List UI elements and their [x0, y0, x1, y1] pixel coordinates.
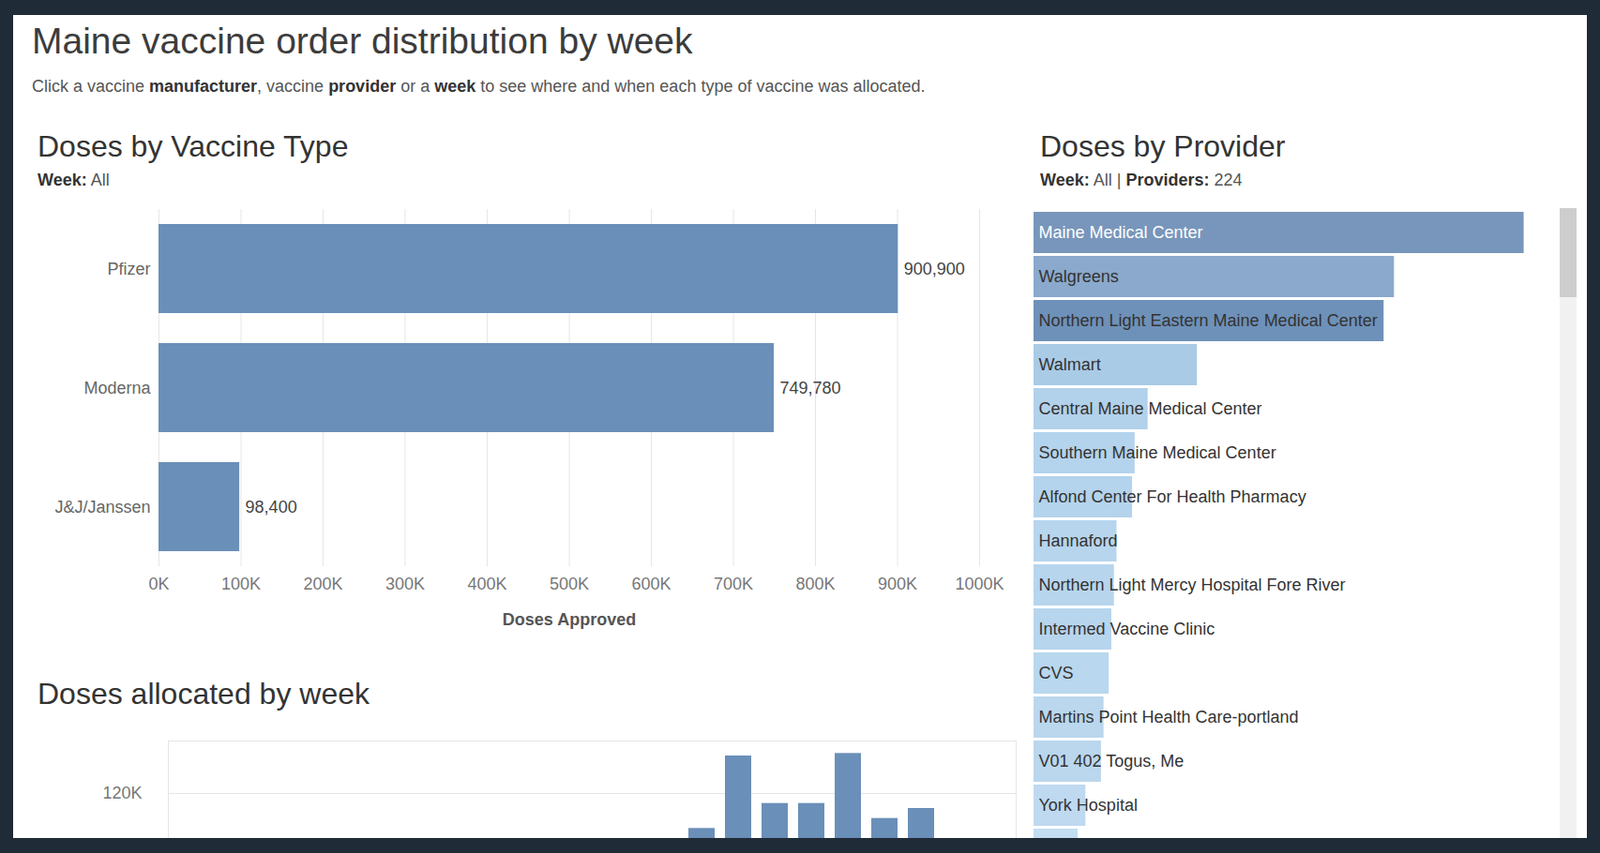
- svg-text:98,400: 98,400: [245, 498, 298, 517]
- svg-text:CVS: CVS: [1039, 664, 1074, 683]
- svg-text:1000K: 1000K: [954, 574, 1004, 594]
- svg-text:Alfond Center For Health Pharm: Alfond Center For Health Pharmacy: [1039, 487, 1307, 507]
- svg-text:Martins Point Health Care-port: Martins Point Health Care-portland: [1039, 708, 1299, 727]
- html-text:Doses by Provider: Doses by Provider: [1040, 129, 1286, 164]
- svg-text:Pfizer: Pfizer: [106, 259, 151, 279]
- svg-text:300K: 300K: [385, 574, 425, 594]
- html-text:Week: All | Providers: 224: Week: All | Providers: 224: [1040, 170, 1243, 190]
- svg-text:Hannaford: Hannaford: [1039, 531, 1118, 551]
- svg-text:800K: 800K: [795, 574, 835, 594]
- svg-text:Northern Light Mercy Hospital: Northern Light Mercy Hospital Fore River: [1039, 575, 1346, 595]
- svg-text:V01 402 Togus, Me: V01 402 Togus, Me: [1039, 752, 1185, 771]
- svg-text:Intermed Vaccine Clinic: Intermed Vaccine Clinic: [1039, 619, 1216, 639]
- svg-text:749,780: 749,780: [780, 378, 842, 398]
- svg-text:Walgreens: Walgreens: [1039, 267, 1119, 287]
- svg-text:600K: 600K: [631, 574, 671, 594]
- svg-text:100K: 100K: [221, 574, 261, 594]
- svg-text:700K: 700K: [713, 574, 754, 594]
- svg-text:Northern Light Eastern Maine M: Northern Light Eastern Maine Medical Cen…: [1039, 311, 1378, 331]
- svg-text:Walmart: Walmart: [1039, 355, 1102, 375]
- svg-text:900K: 900K: [877, 574, 918, 594]
- svg-text:200K: 200K: [302, 574, 343, 594]
- svg-text:500K: 500K: [549, 574, 589, 594]
- svg-text:Moderna: Moderna: [83, 378, 151, 398]
- html-text:Doses by Vaccine Type: Doses by Vaccine Type: [37, 129, 349, 164]
- svg-text:900,900: 900,900: [904, 259, 966, 279]
- svg-text:120K: 120K: [102, 784, 142, 803]
- svg-text:0K: 0K: [148, 574, 169, 594]
- svg-text:Southern Maine Medical Center: Southern Maine Medical Center: [1039, 443, 1277, 463]
- html-text:Click a vaccine manufacturer,: Click a vaccine manufacturer, vaccine pr…: [31, 76, 926, 96]
- svg-text:J&J/Janssen: J&J/Janssen: [54, 498, 151, 517]
- svg-text:Doses Approved: Doses Approved: [502, 610, 636, 630]
- html-text:Week: All: Week: All: [37, 170, 110, 190]
- svg-text:Central Maine Medical Center: Central Maine Medical Center: [1039, 399, 1263, 419]
- svg-text:400K: 400K: [467, 574, 507, 594]
- html-text:Doses allocated by week: Doses allocated by week: [37, 677, 370, 711]
- svg-text:York Hospital: York Hospital: [1039, 796, 1138, 816]
- svg-text:Maine Medical Center: Maine Medical Center: [1039, 223, 1204, 242]
- html-text:Maine vaccine order distributi: Maine vaccine order distribution by week: [31, 20, 693, 61]
